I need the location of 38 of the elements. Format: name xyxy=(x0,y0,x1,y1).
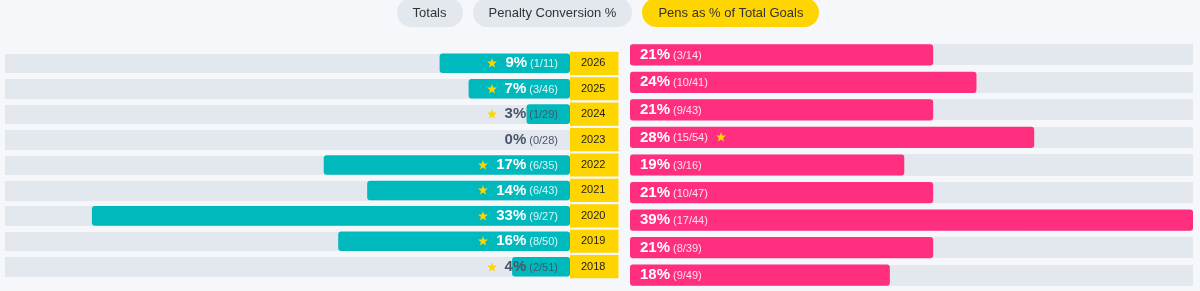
y-tick-label: 2021 xyxy=(580,183,606,196)
data-label: 28% (15/54) xyxy=(640,127,708,145)
data-label: 16% (8/50) xyxy=(496,231,559,249)
data-label: 21% (10/47) xyxy=(640,182,708,200)
text: Pens as % of Total Goals xyxy=(642,0,820,27)
bar xyxy=(630,181,934,204)
data-label: 14% (6/43) xyxy=(496,180,559,198)
bar xyxy=(630,237,934,259)
y-tick-label: 2020 xyxy=(580,208,606,221)
bar xyxy=(630,126,1035,149)
data-label: 21% (8/39) xyxy=(640,237,702,255)
text: Totals xyxy=(396,0,463,27)
bar xyxy=(630,209,1193,231)
text: Penalty Conversion % xyxy=(472,0,633,27)
bar xyxy=(630,264,890,286)
data-label: 39% (17/44) xyxy=(640,210,708,228)
y-tick-label: 2018 xyxy=(580,259,606,272)
y-tick-label: 2026 xyxy=(580,56,606,69)
y-tick-label: 2022 xyxy=(580,158,606,171)
bar xyxy=(630,71,977,93)
bar xyxy=(630,99,934,121)
data-label: 18% (9/49) xyxy=(640,265,702,283)
y-tick-label: 2025 xyxy=(580,81,606,94)
data-label: 0% (0/28) xyxy=(504,129,559,147)
data-label: 21% (3/14) xyxy=(640,44,702,62)
y-tick-label: 2024 xyxy=(580,107,606,120)
data-label: 9% (1/11) xyxy=(505,53,558,71)
data-label: 33% (9/27) xyxy=(496,205,559,223)
data-label: 3% (1/29) xyxy=(504,104,559,122)
y-tick-label: 2019 xyxy=(580,234,606,247)
bar xyxy=(630,44,934,66)
data-label: 24% (10/41) xyxy=(640,72,708,90)
data-label: 19% (3/16) xyxy=(640,155,702,173)
data-label: 21% (9/43) xyxy=(640,100,702,118)
bar xyxy=(630,154,905,176)
y-tick-label: 2023 xyxy=(580,132,606,145)
data-label: 7% (3/46) xyxy=(504,78,559,96)
data-label: 17% (6/35) xyxy=(496,155,559,173)
